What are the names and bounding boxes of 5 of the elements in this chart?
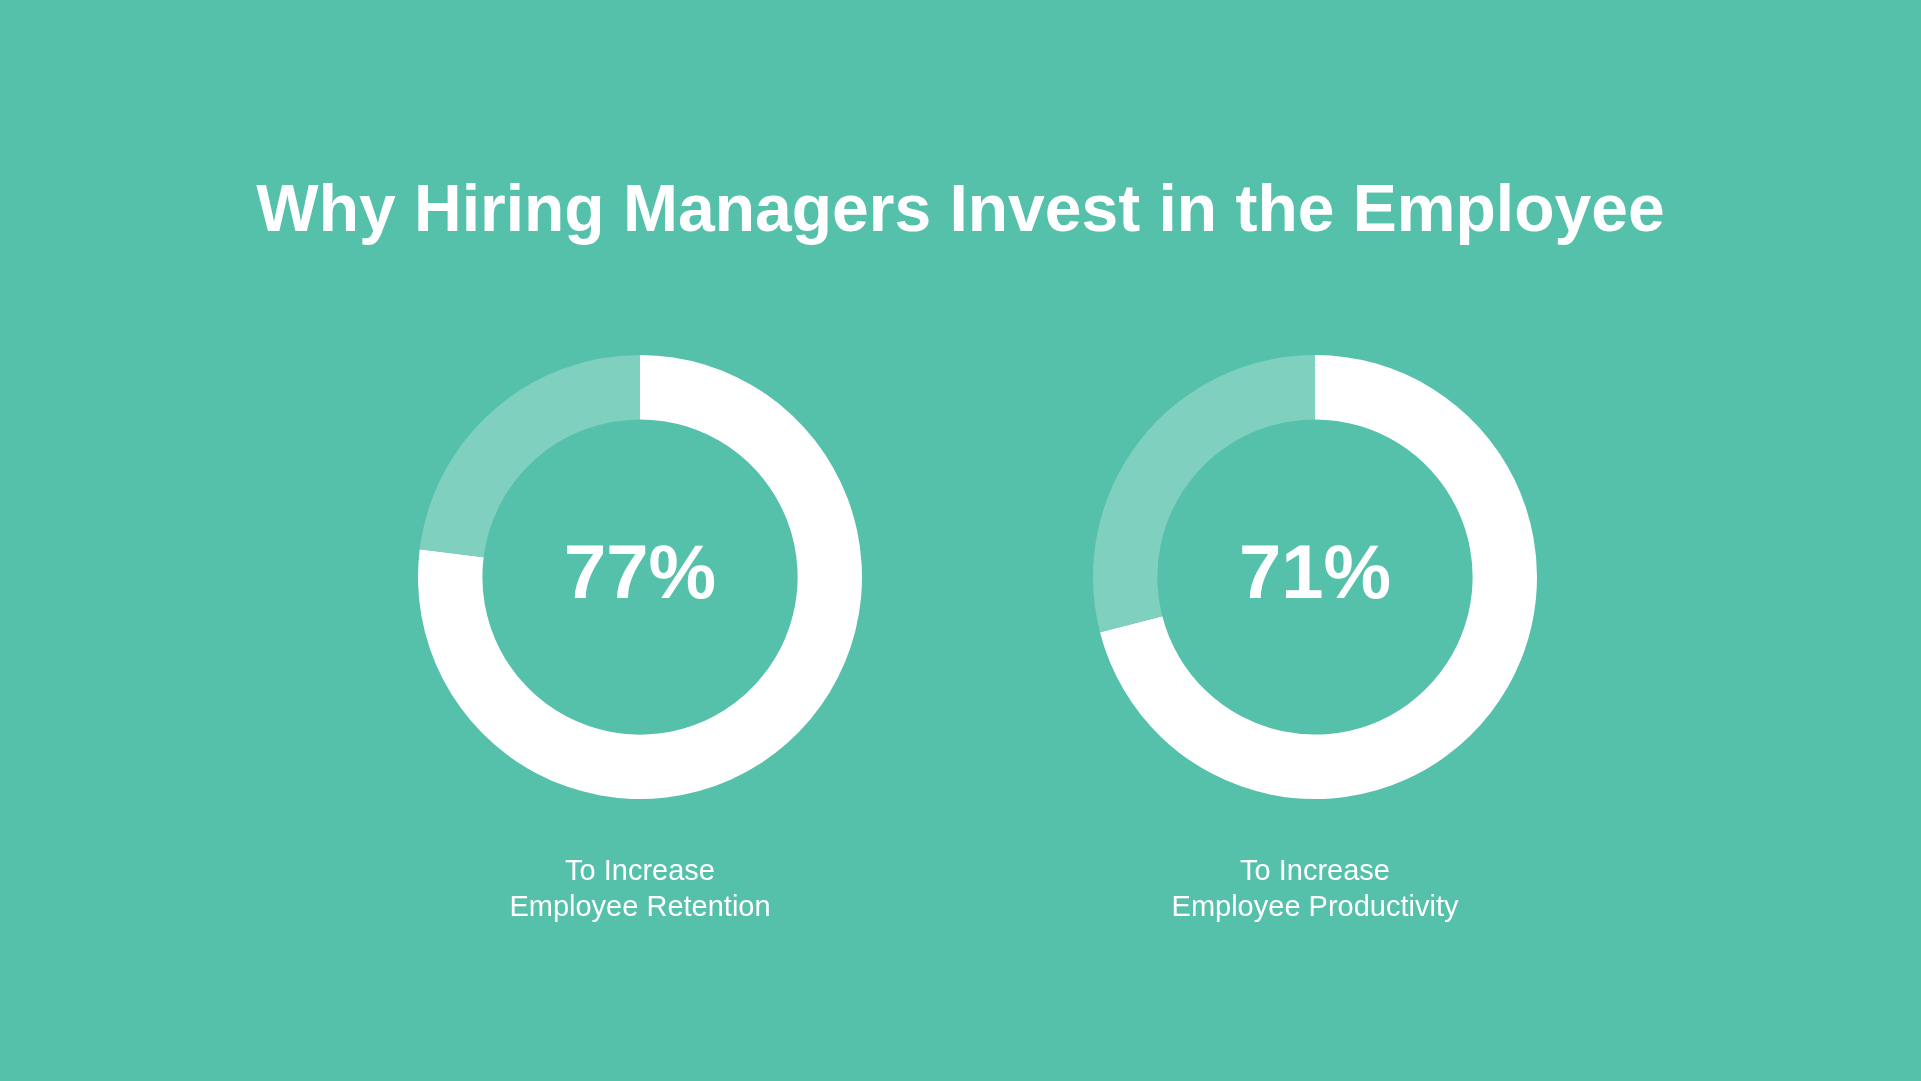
data-label: 77% — [563, 528, 717, 614]
text: To Increase Employee Retention — [508, 853, 772, 924]
chart-title: Why Hiring Managers Invest in the Employee — [255, 170, 1666, 246]
data-label: 71% — [1238, 528, 1392, 614]
text: To Increase Employee Productivity — [1170, 853, 1460, 924]
